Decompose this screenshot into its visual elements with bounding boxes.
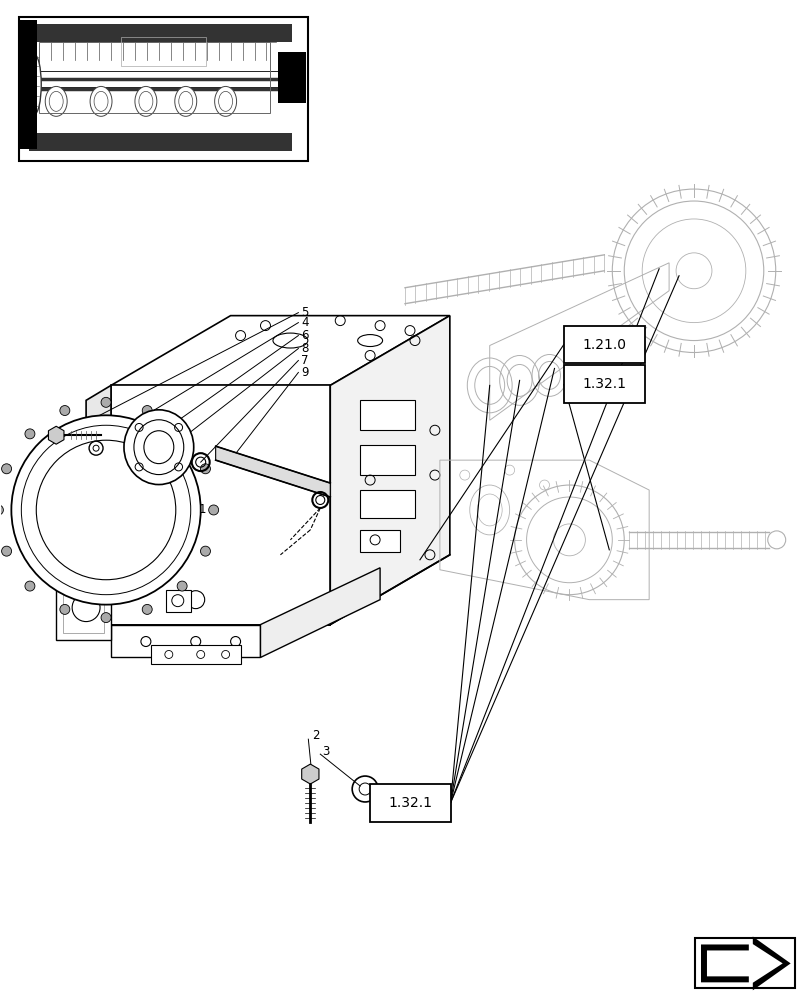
Polygon shape: [260, 568, 380, 657]
Ellipse shape: [272, 333, 307, 348]
Text: 2: 2: [312, 729, 320, 742]
Text: 8: 8: [301, 342, 308, 355]
Ellipse shape: [124, 410, 194, 485]
Polygon shape: [330, 316, 449, 625]
Bar: [360, 400, 414, 430]
Text: 9: 9: [301, 366, 308, 379]
Ellipse shape: [94, 91, 108, 111]
Bar: [29, 133, 292, 151]
Ellipse shape: [214, 86, 236, 116]
Circle shape: [11, 415, 200, 605]
Ellipse shape: [134, 420, 183, 475]
Text: 5: 5: [301, 306, 308, 319]
Circle shape: [177, 581, 187, 591]
Ellipse shape: [174, 86, 196, 116]
Text: 4: 4: [301, 316, 308, 329]
Circle shape: [208, 505, 218, 515]
Ellipse shape: [178, 91, 192, 111]
Polygon shape: [86, 385, 111, 625]
Circle shape: [89, 441, 103, 455]
Polygon shape: [302, 764, 319, 784]
Ellipse shape: [135, 86, 157, 116]
Circle shape: [142, 406, 152, 416]
Polygon shape: [111, 316, 449, 385]
Circle shape: [25, 581, 35, 591]
Polygon shape: [706, 941, 782, 985]
Circle shape: [101, 613, 111, 623]
Bar: [360, 490, 414, 518]
Circle shape: [101, 397, 111, 407]
Circle shape: [177, 429, 187, 439]
Text: 1.32.1: 1.32.1: [388, 796, 431, 810]
Bar: [369, 784, 450, 822]
Bar: [360, 530, 400, 552]
Text: 1.32.1: 1.32.1: [581, 377, 625, 391]
Polygon shape: [111, 625, 260, 657]
Bar: [694, 938, 794, 988]
Polygon shape: [49, 426, 64, 444]
Circle shape: [2, 546, 11, 556]
Bar: [563, 365, 644, 403]
Bar: [360, 445, 414, 475]
Polygon shape: [700, 937, 790, 990]
Bar: [29, 24, 292, 42]
Bar: [278, 52, 306, 103]
Polygon shape: [56, 575, 111, 640]
Circle shape: [200, 546, 210, 556]
Circle shape: [60, 406, 70, 416]
Text: 1: 1: [199, 503, 206, 516]
Polygon shape: [151, 645, 240, 664]
Circle shape: [0, 505, 3, 515]
Ellipse shape: [139, 91, 152, 111]
Ellipse shape: [218, 91, 232, 111]
Ellipse shape: [144, 431, 174, 464]
Circle shape: [25, 429, 35, 439]
Bar: [39, 42, 270, 113]
Polygon shape: [216, 446, 330, 497]
Ellipse shape: [357, 335, 382, 347]
Bar: [19, 17, 308, 161]
Text: 6: 6: [301, 329, 308, 342]
Bar: [121, 37, 205, 66]
Circle shape: [200, 464, 210, 474]
Circle shape: [142, 604, 152, 614]
Text: 7: 7: [301, 354, 308, 367]
Bar: [165, 590, 191, 612]
Text: 1.21.0: 1.21.0: [581, 338, 625, 352]
Ellipse shape: [49, 91, 63, 111]
Bar: [563, 326, 644, 363]
Ellipse shape: [28, 55, 41, 114]
Ellipse shape: [90, 86, 112, 116]
Text: 3: 3: [322, 745, 329, 758]
Circle shape: [2, 464, 11, 474]
Ellipse shape: [45, 86, 67, 116]
Bar: [19, 20, 37, 149]
Polygon shape: [111, 385, 330, 625]
Circle shape: [60, 604, 70, 614]
